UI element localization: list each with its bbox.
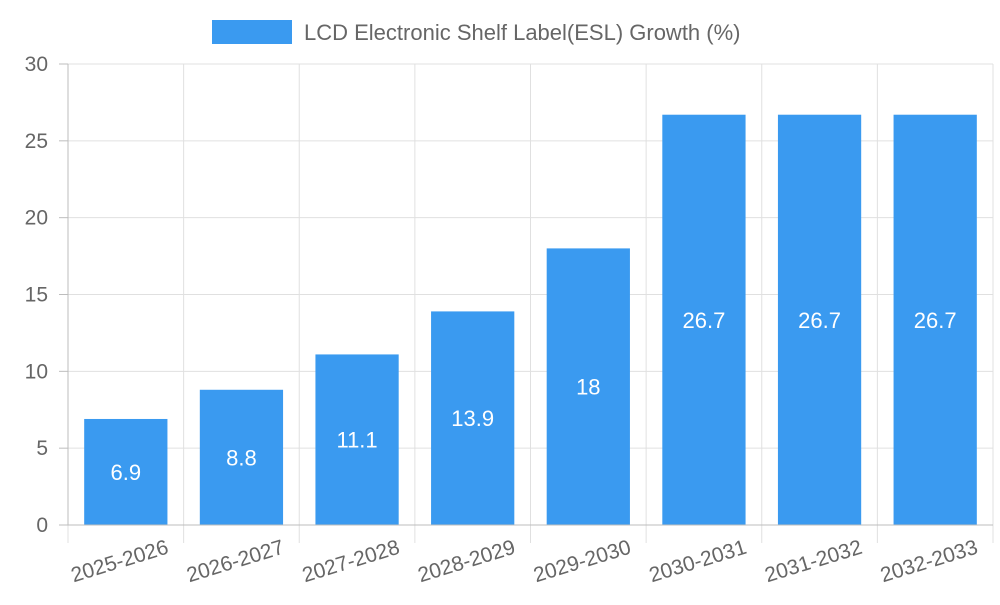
data-label: 11.1 [336,428,377,453]
legend-swatch [212,20,292,44]
y-tick-label: 25 [25,130,48,153]
bar[interactable] [199,389,284,525]
y-tick-label: 30 [25,53,48,76]
data-label: 26.7 [683,308,726,333]
y-tick-label: 15 [25,284,48,307]
bar[interactable] [777,114,862,526]
bar[interactable] [84,418,168,525]
data-label: 13.9 [451,406,494,431]
x-tick-label: 2032-2033 [878,536,981,587]
y-tick-label: 10 [25,360,48,383]
x-tick-label: 2029-2030 [531,536,634,587]
x-tick-label: 2025-2026 [68,536,171,587]
y-tick-label: 5 [36,437,48,460]
x-tick-label: 2028-2029 [415,536,518,587]
y-tick-label: 0 [36,514,48,537]
bar[interactable] [662,114,746,526]
x-tick-label: 2026-2027 [184,536,287,587]
y-tick-label: 20 [25,207,48,230]
x-tick-label: 2030-2031 [646,536,749,587]
data-label: 18 [576,375,600,400]
bar[interactable] [893,114,977,526]
bar[interactable] [546,248,630,525]
legend[interactable]: LCD Electronic Shelf Label(ESL) Growth (… [212,20,741,45]
bar[interactable] [431,311,515,525]
bars: 6.9 8.8 11.1 13.9 18 26.7 26.7 26.7 [84,114,977,526]
data-label: 26.7 [798,308,841,333]
legend-label: LCD Electronic Shelf Label(ESL) Growth (… [304,20,741,45]
grid [67,63,994,543]
data-label: 26.7 [914,308,957,333]
x-tick-label: 2027-2028 [300,536,403,587]
data-label: 8.8 [226,445,257,470]
x-tick-label: 2031-2032 [762,536,865,587]
bar[interactable] [315,354,399,525]
data-label: 6.9 [111,460,142,485]
